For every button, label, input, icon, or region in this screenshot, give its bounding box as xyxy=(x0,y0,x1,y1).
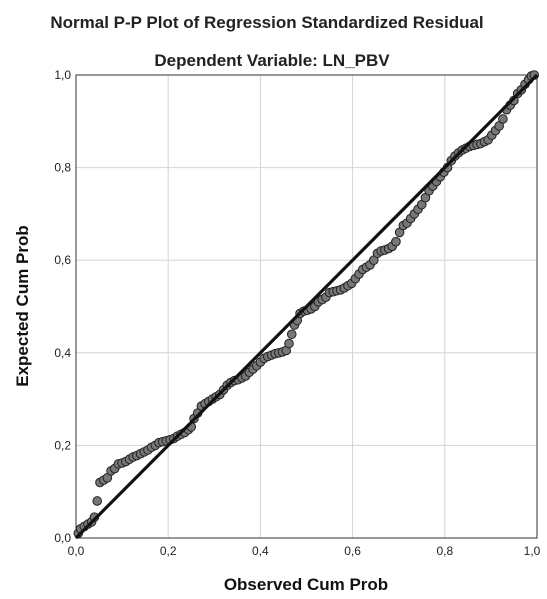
data-point xyxy=(391,236,401,247)
y-tick-label: 1,0 xyxy=(54,68,71,82)
chart-title: Normal P-P Plot of Regression Standardiz… xyxy=(50,13,483,32)
y-tick-label: 0,8 xyxy=(54,161,71,175)
x-axis-label: Observed Cum Prob xyxy=(224,575,388,594)
x-tick-label: 1,0 xyxy=(524,544,541,558)
data-point xyxy=(286,329,297,340)
x-tick-label: 0,8 xyxy=(436,544,453,558)
plot-frame xyxy=(75,74,538,539)
y-tick-label: 0,0 xyxy=(54,531,71,545)
x-tick-label: 0,6 xyxy=(344,544,361,558)
y-tick-label: 0,4 xyxy=(54,346,71,360)
data-points xyxy=(73,70,540,539)
data-point xyxy=(284,338,294,349)
y-axis-ticks: 0,0 0,2 0,4 0,6 0,8 1,0 xyxy=(54,68,71,545)
x-tick-label: 0,2 xyxy=(160,544,177,558)
x-axis-ticks: 0,0 0,2 0,4 0,6 0,8 1,0 xyxy=(68,544,541,558)
y-tick-label: 0,6 xyxy=(54,253,71,267)
x-tick-label: 0,0 xyxy=(68,544,85,558)
y-tick-label: 0,2 xyxy=(54,438,71,452)
x-tick-label: 0,4 xyxy=(252,544,269,558)
chart-subtitle: Dependent Variable: LN_PBV xyxy=(154,51,390,70)
data-point xyxy=(498,114,508,124)
data-point xyxy=(92,496,103,506)
reference-line xyxy=(74,73,539,540)
y-axis-label: Expected Cum Prob xyxy=(13,225,32,387)
